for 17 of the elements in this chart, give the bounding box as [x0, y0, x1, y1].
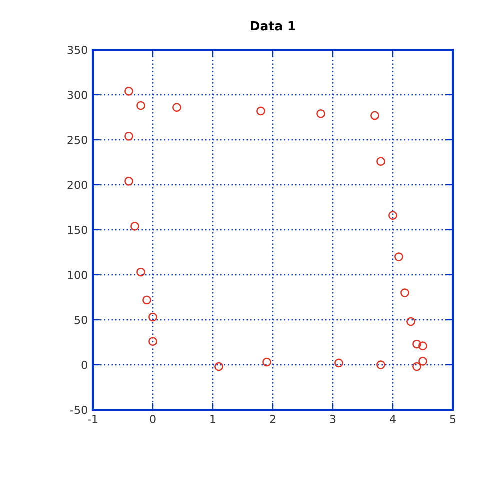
y-tick-label: 250 [68, 136, 88, 144]
y-tick-label: 300 [68, 90, 88, 100]
x-tick-label: 0 [150, 415, 156, 424]
y-tick-label: 0 [82, 360, 88, 370]
y-tick-label: 50 [74, 316, 88, 324]
x-tick-label: 2 [270, 415, 276, 424]
x-tick-label: 1 [210, 415, 216, 424]
x-tick-label: 3 [330, 415, 336, 424]
chart-title: Data 1 [251, 21, 296, 31]
x-tick-label: 5 [450, 415, 456, 424]
y-tick-label: 200 [68, 180, 88, 190]
y-tick-label: 350 [68, 46, 88, 54]
y-tick-label: -50 [70, 406, 88, 414]
y-tick-label: 150 [68, 226, 88, 234]
x-tick-label: 4 [390, 415, 396, 424]
x-tick-label: -1 [88, 415, 98, 424]
y-tick-label: 100 [68, 270, 88, 280]
